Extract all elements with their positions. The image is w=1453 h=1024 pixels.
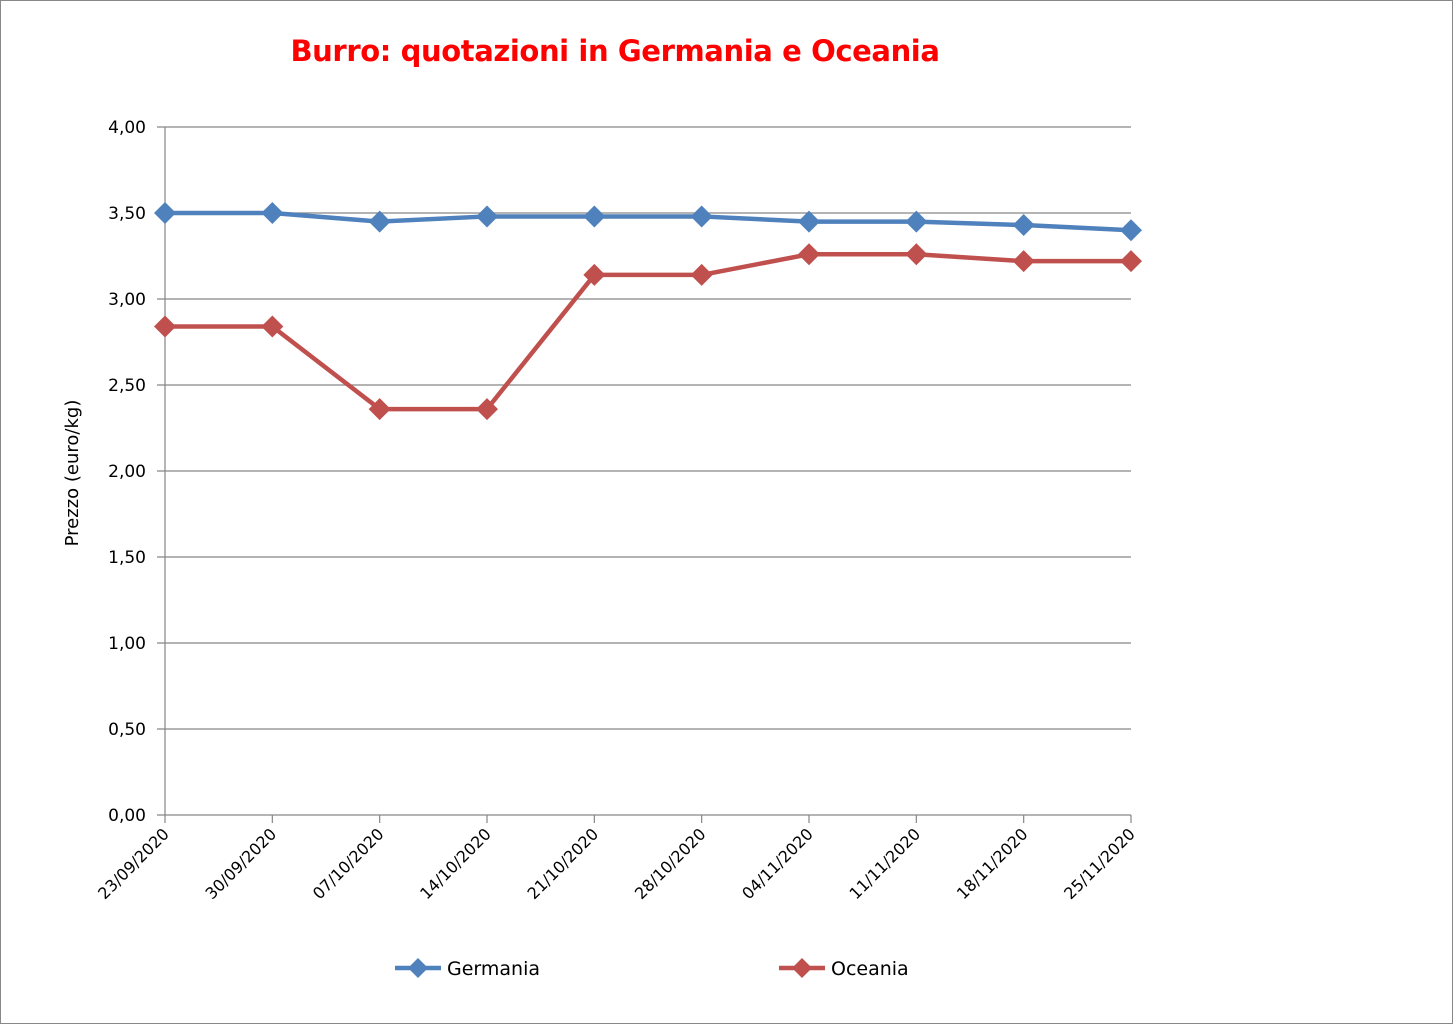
data-point-oceania [476,398,498,421]
data-point-oceania [583,263,606,286]
data-point-germania [368,210,391,233]
data-point-germania [1120,219,1142,242]
x-tick-label: 30/09/2020 [202,824,281,903]
x-tick-label: 25/11/2020 [1060,824,1139,903]
data-point-germania [690,205,713,228]
x-tick-label: 18/11/2020 [953,824,1032,903]
x-tick-label: 23/09/2020 [94,824,173,903]
legend-marker [408,958,428,978]
chart-title: Burro: quotazioni in Germania e Oceania [290,34,940,68]
y-tick-label: 3,00 [108,290,146,310]
data-point-oceania [154,315,176,338]
y-axis-label: Prezzo (euro/kg) [62,400,83,547]
x-tick-label: 07/10/2020 [309,824,388,903]
data-point-germania [905,210,928,233]
y-tick-label: 3,50 [108,204,146,224]
data-point-germania [1012,214,1035,237]
y-tick-label: 1,50 [108,548,146,568]
data-point-germania [583,205,606,228]
x-tick-label: 21/10/2020 [524,824,603,903]
y-tick-label: 0,00 [108,806,146,826]
data-point-oceania [905,243,928,266]
legend-marker [792,958,812,978]
x-tick-label: 28/10/2020 [631,824,710,903]
series-line-oceania [165,252,1131,412]
legend-label: Oceania [831,958,909,980]
y-tick-label: 2,50 [108,376,146,396]
y-tick-label: 4,00 [108,118,146,138]
x-tick-label: 04/11/2020 [738,824,817,903]
data-point-oceania [368,398,391,421]
data-point-germania [476,205,498,228]
data-point-oceania [798,243,820,266]
data-point-oceania [1012,250,1035,273]
y-tick-label: 1,00 [108,634,146,654]
data-point-germania [798,210,820,233]
y-tick-label: 0,50 [108,720,146,740]
series-line-germania [165,210,1132,233]
data-point-germania [261,202,284,224]
data-point-germania [154,202,176,224]
x-tick-label: 11/11/2020 [846,824,925,903]
data-point-oceania [690,263,713,286]
y-tick-label: 2,00 [108,462,146,482]
data-point-oceania [261,315,284,338]
data-point-oceania [1120,250,1142,273]
legend-label: Germania [447,958,540,980]
x-tick-label: 14/10/2020 [416,824,495,903]
